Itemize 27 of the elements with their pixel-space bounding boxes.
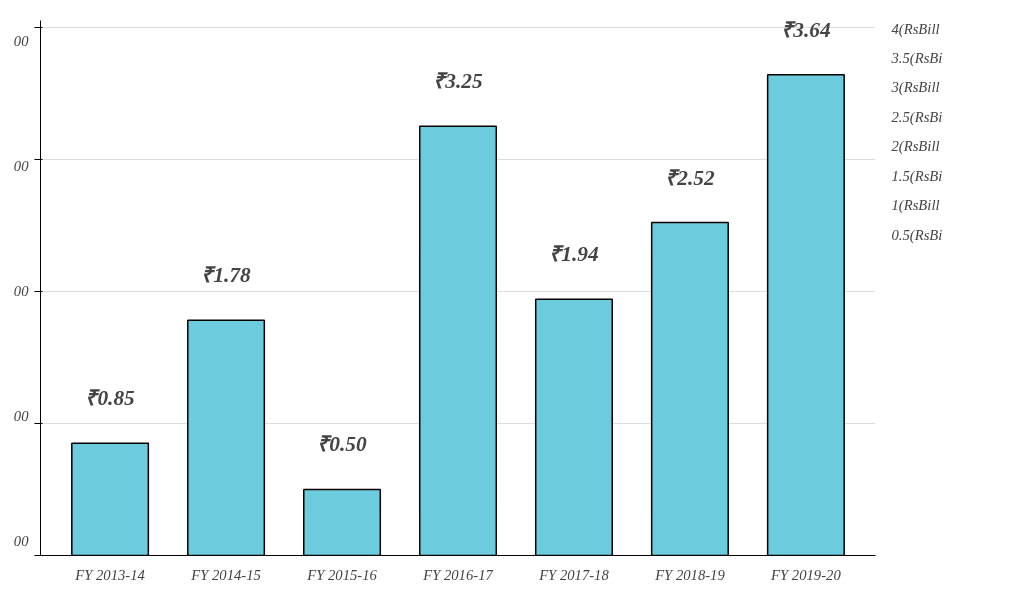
data-label: ₹3.25 bbox=[433, 69, 483, 94]
data-label: ₹2.52 bbox=[665, 165, 715, 190]
x-tick-label: FY 2016-17 bbox=[422, 566, 494, 583]
data-label: ₹0.85 bbox=[85, 386, 136, 411]
text: 1.5(RsBi bbox=[891, 167, 943, 185]
text: 3.5(RsBi bbox=[890, 49, 943, 67]
text: 00 bbox=[13, 408, 30, 425]
text: 4(RsBill bbox=[891, 20, 940, 38]
x-tick-label: FY 2017-18 bbox=[538, 566, 610, 583]
x-tick-label: FY 2015-16 bbox=[306, 566, 378, 583]
data-label: ₹3.64 bbox=[781, 17, 831, 42]
text: 2.5(RsBi bbox=[891, 108, 943, 126]
x-tick-label: FY 2018-19 bbox=[654, 566, 726, 583]
data-label: ₹0.50 bbox=[317, 432, 368, 457]
x-tick-label: FY 2014-15 bbox=[190, 566, 261, 583]
text: 00 bbox=[13, 533, 30, 550]
text: 00 bbox=[13, 32, 30, 49]
x-tick-label: FY 2019-20 bbox=[770, 566, 842, 583]
text: 00 bbox=[13, 283, 30, 300]
text: 2(RsBill bbox=[891, 138, 940, 156]
data-label: ₹1.78 bbox=[201, 263, 252, 288]
text: 00 bbox=[13, 158, 30, 175]
text: 3(RsBill bbox=[890, 79, 940, 97]
data-label: ₹1.94 bbox=[549, 242, 599, 267]
x-tick-label: FY 2013-14 bbox=[74, 566, 145, 583]
text: 1(RsBill bbox=[891, 197, 940, 215]
text: 0.5(RsBi bbox=[891, 226, 943, 244]
